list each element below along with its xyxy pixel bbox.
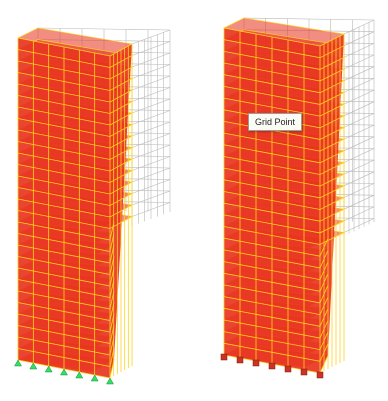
pin-support-icon [60, 368, 68, 376]
frame-grid [17, 37, 133, 379]
fixed-support-icon [268, 362, 276, 370]
supports [14, 359, 114, 385]
frame-grid [223, 27, 345, 374]
fixed-support-icon [236, 356, 244, 364]
front-face [224, 28, 344, 373]
pin-support-icon [90, 374, 99, 382]
fixed-support-icon [284, 365, 292, 373]
grid-point-tooltip: Grid Point [248, 113, 303, 131]
fixed-support-icon [316, 371, 324, 379]
fixed-support-icon [220, 353, 228, 361]
pin-support-icon [106, 377, 114, 385]
fixed-support-icon [252, 359, 260, 367]
tower-model-right[interactable] [194, 0, 388, 401]
pin-support-icon [14, 359, 22, 367]
pin-support-icon [29, 362, 38, 370]
pin-support-icon [44, 365, 53, 373]
model-view-right[interactable] [194, 0, 388, 401]
pin-support-icon [75, 371, 84, 379]
fixed-support-icon [300, 368, 308, 376]
front-face [18, 38, 132, 378]
tower-model-left[interactable] [0, 0, 194, 401]
model-view-left[interactable] [0, 0, 194, 401]
supports [220, 353, 324, 379]
